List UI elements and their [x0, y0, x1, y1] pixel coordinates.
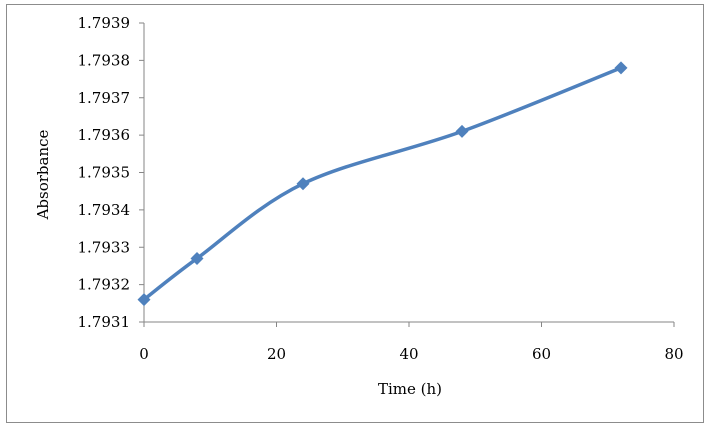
y-tick-label: 1.7937	[78, 89, 131, 107]
x-axis-title: Time (h)	[378, 380, 442, 398]
y-tick-label: 1.7932	[78, 276, 131, 294]
x-tick-labels: 0 20 40 60 80	[139, 345, 683, 363]
data-point-marker	[137, 293, 151, 307]
x-tick-label: 40	[399, 345, 418, 363]
y-tick-label: 1.7938	[78, 51, 131, 69]
y-tick-label: 1.7934	[78, 201, 131, 219]
x-tick-label: 60	[532, 345, 551, 363]
data-point-marker	[614, 61, 628, 75]
y-tick-label: 1.7936	[78, 126, 131, 144]
y-tick-label: 1.7935	[78, 164, 131, 182]
data-point-marker	[296, 177, 310, 191]
y-tick-labels: 1.7931 1.7932 1.7933 1.7934 1.7935 1.7936 1.79…	[78, 14, 131, 331]
axes	[139, 22, 675, 327]
series-line	[142, 66, 622, 301]
y-axis-title: Absorbance	[34, 129, 52, 220]
series-layer	[137, 61, 628, 307]
y-tick-label: 1.7939	[78, 14, 131, 32]
data-point-marker	[455, 124, 469, 138]
x-tick-label: 0	[139, 345, 149, 363]
y-tick-label: 1.7933	[78, 238, 131, 256]
y-tick-label: 1.7931	[78, 313, 131, 331]
x-tick-label: 80	[664, 345, 683, 363]
data-point-marker	[190, 251, 204, 265]
chart-frame	[6, 4, 704, 423]
x-tick-label: 20	[267, 345, 286, 363]
